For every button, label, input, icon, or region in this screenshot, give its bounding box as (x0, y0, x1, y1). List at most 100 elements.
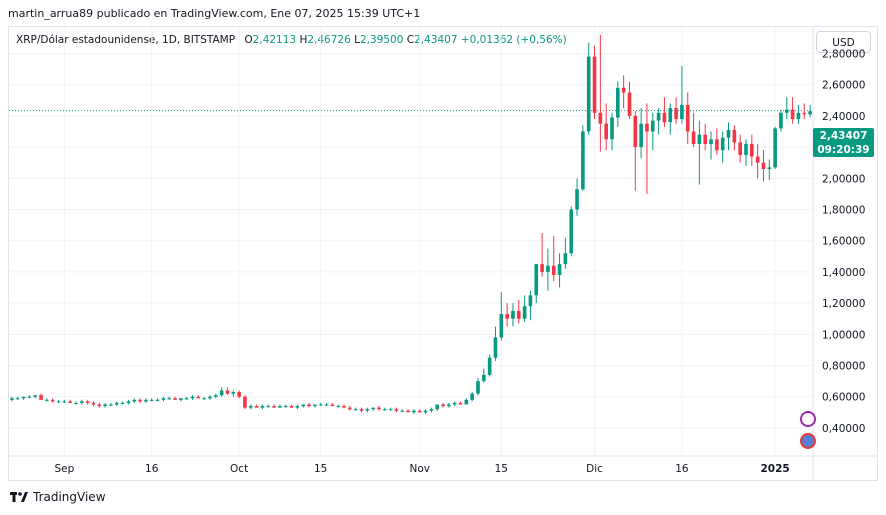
candle-body (703, 134, 708, 144)
candle-body (668, 108, 673, 123)
candle-body (184, 398, 189, 400)
x-tick-label: 15 (314, 463, 327, 475)
candle-body (85, 401, 90, 403)
candle-body (621, 87, 626, 93)
candle-body (406, 410, 410, 413)
candle-body (569, 209, 574, 254)
flag-icon[interactable] (800, 433, 816, 449)
candle-body (33, 395, 38, 397)
candle-body (295, 406, 300, 408)
lightning-icon[interactable] (800, 411, 816, 427)
candle-body (254, 406, 259, 408)
currency-button[interactable]: USD (816, 31, 871, 53)
candle-body (243, 396, 247, 408)
candle-body (592, 56, 597, 113)
x-tick-label: 15 (495, 463, 508, 475)
low-value: 2,39500 (359, 34, 404, 46)
candle-body (645, 123, 649, 132)
close-value: 2,43407 (414, 34, 458, 46)
high-label: H (299, 34, 308, 46)
candle-body (452, 402, 457, 405)
candle-body (394, 409, 399, 411)
candle-body (179, 398, 183, 400)
y-tick-label: 1,20000 (822, 298, 865, 310)
candle-body (214, 395, 218, 397)
candle-body (691, 131, 696, 144)
candle-body (796, 112, 801, 120)
candle-body (423, 410, 428, 413)
x-tick-label: 16 (145, 463, 159, 475)
symbol-legend: XRP/Dólar estadounidense, 1D, BITSTAMP O… (16, 34, 567, 46)
candle-body (441, 404, 445, 407)
candle-body (790, 109, 795, 120)
y-tick-label: 2,80000 (822, 49, 865, 61)
candle-body (802, 112, 807, 115)
open-value: 2,42113 (252, 34, 297, 46)
last-price-badge: 2,43407 09:20:39 (813, 128, 874, 157)
candle-body (685, 105, 690, 132)
candle-body (633, 115, 638, 148)
candle-body (610, 117, 614, 140)
candle-body (313, 404, 317, 407)
candle-body (540, 264, 544, 272)
candle-body (132, 399, 137, 402)
candle-body (482, 374, 486, 382)
candle-body (202, 398, 206, 400)
candle-body (15, 398, 20, 400)
candle-body (522, 306, 527, 319)
candle-body (546, 265, 550, 272)
symbol-name[interactable]: XRP/Dólar estadounidense, 1D, BITSTAMP (16, 34, 236, 46)
close-label: C (406, 34, 415, 46)
candle-body (808, 111, 812, 115)
candle-body (493, 337, 498, 358)
candle-body (639, 123, 643, 148)
candle-body (359, 409, 364, 411)
candle-body (487, 357, 492, 375)
candle-body (779, 112, 783, 129)
candle-body (231, 392, 236, 394)
candle-body (155, 399, 160, 401)
candle-body (511, 310, 515, 319)
candle-body (680, 105, 684, 120)
candle-body (499, 314, 504, 338)
candle-body (656, 112, 661, 121)
candle-body (50, 399, 55, 402)
candle-body (715, 139, 719, 151)
candle-body (138, 399, 142, 402)
candle-body (283, 406, 288, 408)
candle-body (97, 404, 102, 407)
x-tick-label: Oct (230, 463, 248, 475)
candle-body (225, 390, 230, 394)
candle-body (289, 406, 294, 408)
candle-body (266, 406, 271, 408)
candle-body (237, 392, 241, 397)
candle-body (767, 167, 772, 169)
x-tick-label: Nov (409, 463, 430, 475)
candle-body (342, 406, 346, 408)
candle-body (68, 401, 72, 403)
candle-body (627, 92, 632, 116)
candle-body (412, 410, 416, 413)
change-value: +0,01362 (+0,56%) (460, 34, 567, 46)
candle-body (761, 162, 766, 169)
candle-body (551, 265, 556, 276)
tradingview-logo-icon (10, 492, 28, 502)
candle-body (732, 129, 737, 143)
publication-header: martin_arrua89 publicado en TradingView.… (8, 7, 421, 20)
candle-body (120, 402, 125, 404)
high-value: 2,46726 (307, 34, 351, 46)
candle-countdown: 09:20:39 (817, 144, 870, 156)
candle-body (62, 401, 67, 403)
footer-brand: TradingView (10, 490, 106, 504)
candle-body (318, 404, 323, 406)
candle-body (365, 409, 370, 411)
low-label: L (354, 34, 360, 46)
candle-body (528, 295, 533, 307)
candle-body (773, 128, 777, 168)
candle-body (27, 396, 32, 398)
candle-body (400, 410, 405, 412)
candle-body (435, 404, 440, 410)
candle-body (56, 401, 61, 403)
candle-body (755, 156, 760, 163)
